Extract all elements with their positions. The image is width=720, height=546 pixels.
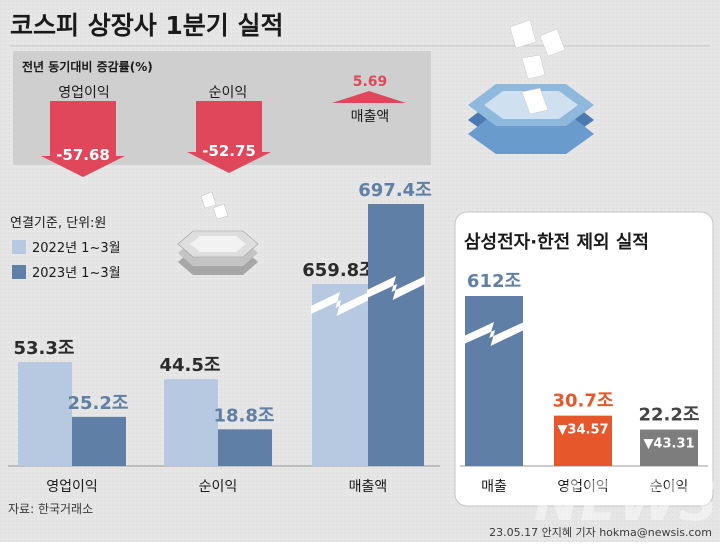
axis-break-mark [311, 292, 369, 316]
paper-sheet [200, 191, 217, 209]
value-label-영업이익: 30.7조 [553, 391, 614, 412]
yoy-value-sales: 5.69 [353, 74, 388, 90]
yoy-label-sales: 매출액 [351, 109, 390, 125]
bar-매출액-2023 [368, 204, 424, 466]
value-label-매출: 612조 [467, 271, 521, 292]
bar-순이익-2023 [218, 429, 272, 466]
category-label-영업이익: 영업이익 [557, 479, 609, 495]
category-label-영업이익: 영업이익 [46, 479, 98, 495]
category-label-매출: 매출 [481, 479, 507, 495]
credit-line: 23.05.17 안지혜 기자 hokma@newsis.com [489, 526, 712, 539]
bar-영업이익-2022 [18, 362, 72, 466]
value-label-매출액-2023: 697.4조 [358, 180, 432, 201]
yoy-label-operating: 영업이익 [58, 85, 110, 101]
yoy-value-operating: -57.68 [56, 146, 110, 164]
value-label-영업이익-2022: 53.3조 [14, 338, 75, 359]
category-label-순이익: 순이익 [650, 479, 689, 495]
yoy-arrow-sales [332, 91, 406, 103]
yoy-panel: 전년 동기대비 증감률(%) 영업이익 -57.68 순이익 -52.75 5.… [13, 51, 431, 177]
source-note: 자료: 한국거래소 [8, 502, 93, 516]
paper-sheet [521, 87, 549, 115]
legend-label-2022: 2022년 1~3월 [32, 241, 121, 256]
legend-swatch-2022 [12, 240, 26, 254]
value-label-순이익-2022: 44.5조 [160, 355, 221, 376]
page-title: 코스피 상장사 1분기 실적 [10, 11, 284, 40]
bar-영업이익 [554, 415, 612, 466]
paper-sheet [509, 19, 537, 49]
yoy-panel-title: 전년 동기대비 증감률(%) [22, 59, 153, 74]
category-label-순이익: 순이익 [199, 479, 238, 495]
yoy-arrow-operating [41, 101, 125, 177]
legend: 연결기준, 단위:원 2022년 1~3월 2023년 1~3월 [10, 216, 121, 281]
value-label-매출액-2022: 659.8조 [302, 260, 376, 281]
watermark-newsis: NEWSIS [534, 470, 720, 533]
category-label-매출액: 매출액 [349, 479, 388, 495]
value-label-순이익: 22.2조 [639, 405, 700, 426]
bar-순이익-2022 [164, 379, 218, 466]
shredder-illustration-small [177, 191, 259, 275]
bar-순이익 [640, 429, 698, 466]
value-label-순이익-2023: 18.8조 [214, 405, 275, 426]
yoy-value-net: -52.75 [202, 142, 256, 160]
legend-swatch-2023 [12, 265, 26, 279]
samsung-panel-title: 삼성전자·한전 제외 실적 [464, 232, 649, 253]
bar-매출 [465, 296, 523, 466]
shredder-opening [190, 236, 246, 252]
change-label-순이익: ▼43.31 [643, 437, 694, 452]
change-label-영업이익: ▼34.57 [557, 423, 608, 438]
bar-영업이익-2023 [72, 416, 126, 466]
yoy-label-net: 순이익 [209, 85, 248, 101]
axis-break-mark [367, 276, 425, 300]
value-label-영업이익-2023: 25.2조 [68, 393, 129, 414]
paper-sheet [539, 28, 566, 57]
legend-basis: 연결기준, 단위:원 [10, 216, 106, 231]
axis-break-mark [464, 322, 524, 346]
yoy-arrow-net [187, 101, 271, 173]
paper-sheet [521, 54, 546, 80]
paper-sheet [212, 203, 229, 220]
shredder-illustration-large [468, 19, 594, 154]
legend-label-2023: 2023년 1~3월 [32, 266, 121, 281]
